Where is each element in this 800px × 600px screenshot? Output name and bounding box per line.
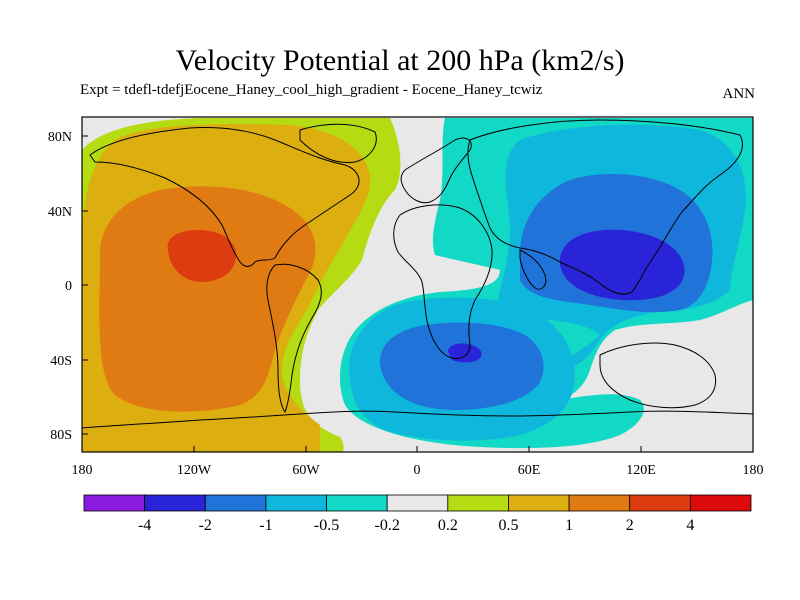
colorbar-level-label: 1 — [565, 517, 573, 534]
australia-coast — [599, 342, 717, 409]
positive-region-max — [167, 230, 236, 283]
x-tick-label: 60W — [292, 463, 320, 478]
colorbar-level-label: 4 — [686, 517, 694, 534]
africa-coast — [393, 204, 493, 359]
south-america-coast — [266, 263, 322, 414]
y-tick-label: 40S — [50, 354, 72, 369]
contour-fill-layer — [82, 117, 753, 452]
x-tick-label: 180 — [72, 463, 93, 478]
colorbar-swatch — [326, 494, 388, 512]
negative-region-max — [448, 229, 685, 363]
colorbar-swatch — [204, 494, 267, 512]
colorbar-level-label: -1 — [259, 517, 272, 534]
asia-coast — [467, 119, 743, 295]
y-tick-label: 40N — [48, 205, 72, 220]
y-tick-label: 0 — [65, 279, 72, 294]
colorbar-level-label: 0.2 — [438, 517, 458, 534]
north-america-coast — [89, 127, 360, 267]
colorbar-swatch — [508, 494, 570, 512]
colorbar-swatch — [83, 494, 146, 512]
positive-region-strong — [99, 186, 316, 412]
y-tick-label: 80N — [48, 130, 72, 145]
antarctica-coast — [82, 410, 753, 429]
x-tick-label: 60E — [518, 463, 541, 478]
experiment-subtitle: Expt = tdefl-tdefjEocene_Haney_cool_high… — [80, 82, 543, 98]
season-label: ANN — [722, 86, 756, 102]
colorbar-swatch — [568, 494, 631, 512]
colorbar: -4 -2 -1 -0.5 -0.2 0.2 0.5 1 2 4 — [83, 494, 752, 534]
colorbar-level-label: -0.5 — [314, 517, 339, 534]
colorbar-level-label: 0.5 — [498, 517, 518, 534]
europe-coast — [400, 137, 472, 204]
colorbar-swatch — [447, 494, 509, 512]
colorbar-swatch — [386, 494, 449, 512]
colorbar-swatch — [629, 494, 691, 512]
colorbar-level-label: -4 — [138, 517, 151, 534]
x-axis-ticks — [81, 446, 754, 452]
colorbar-swatch — [265, 494, 327, 512]
colorbar-level-label: -2 — [199, 517, 212, 534]
page-title: Velocity Potential at 200 hPa (km2/s) — [175, 44, 625, 77]
colorbar-swatch — [689, 494, 752, 512]
x-tick-label: 0 — [414, 463, 421, 478]
y-tick-label: 80S — [50, 428, 72, 443]
coastlines — [82, 119, 753, 429]
greenland-coast — [299, 123, 377, 164]
x-tick-label: 180 — [743, 463, 764, 478]
colorbar-swatch — [144, 494, 206, 512]
india-coast — [519, 249, 547, 290]
colorbar-level-label: -0.2 — [375, 517, 400, 534]
y-axis-ticks — [82, 135, 88, 435]
colorbar-level-label: 2 — [626, 517, 634, 534]
x-tick-label: 120E — [626, 463, 656, 478]
x-tick-label: 120W — [177, 463, 212, 478]
